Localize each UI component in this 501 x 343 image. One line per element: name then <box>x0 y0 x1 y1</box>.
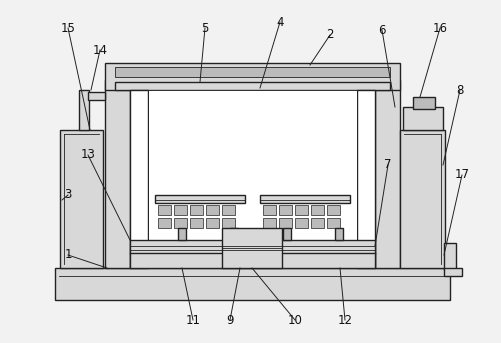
Bar <box>334 228 342 240</box>
Bar <box>260 195 349 203</box>
Bar <box>174 205 187 215</box>
Bar <box>311 205 323 215</box>
Bar <box>158 218 171 228</box>
Bar <box>279 218 292 228</box>
Bar <box>105 80 130 268</box>
Bar <box>283 228 291 240</box>
Bar <box>402 107 442 130</box>
Bar <box>326 205 339 215</box>
Bar <box>115 67 389 77</box>
Bar <box>105 63 399 90</box>
Text: 9: 9 <box>226 314 233 327</box>
Bar <box>263 205 276 215</box>
Text: 14: 14 <box>92 44 107 57</box>
Bar <box>178 228 186 240</box>
Bar <box>412 97 434 109</box>
Bar <box>130 253 374 268</box>
Text: 3: 3 <box>64 189 72 201</box>
Bar <box>79 90 89 130</box>
Bar <box>295 205 308 215</box>
Text: 12: 12 <box>337 314 352 327</box>
Bar <box>221 218 234 228</box>
Bar <box>130 240 374 254</box>
Bar <box>189 205 202 215</box>
Bar <box>174 218 187 228</box>
Text: 6: 6 <box>377 24 385 36</box>
Bar <box>399 130 444 268</box>
Bar <box>115 82 389 90</box>
Bar <box>221 205 234 215</box>
Bar <box>130 90 148 268</box>
Text: 2: 2 <box>326 28 333 42</box>
Bar <box>326 218 339 228</box>
Text: 11: 11 <box>185 314 200 327</box>
Bar <box>189 218 202 228</box>
Bar <box>158 205 171 215</box>
Bar <box>55 268 449 300</box>
Bar <box>263 218 276 228</box>
Bar <box>88 92 105 100</box>
Bar <box>443 268 461 276</box>
Text: 15: 15 <box>61 22 75 35</box>
Text: 7: 7 <box>383 158 391 172</box>
Bar <box>374 80 399 268</box>
Text: 8: 8 <box>455 83 463 96</box>
Text: 17: 17 <box>453 168 468 181</box>
Text: 13: 13 <box>80 149 95 162</box>
Bar <box>205 218 218 228</box>
Bar <box>155 195 244 203</box>
Bar <box>443 243 455 270</box>
Bar <box>229 228 237 240</box>
Text: 10: 10 <box>287 314 302 327</box>
Bar <box>311 218 323 228</box>
Text: 5: 5 <box>201 22 208 35</box>
Bar <box>205 205 218 215</box>
Bar <box>356 90 374 268</box>
Bar <box>279 205 292 215</box>
Bar <box>295 218 308 228</box>
Text: 16: 16 <box>432 22 446 35</box>
Bar <box>148 90 356 245</box>
Text: 4: 4 <box>276 15 283 28</box>
Text: 1: 1 <box>64 248 72 261</box>
Bar <box>60 130 103 268</box>
Bar <box>221 228 282 268</box>
